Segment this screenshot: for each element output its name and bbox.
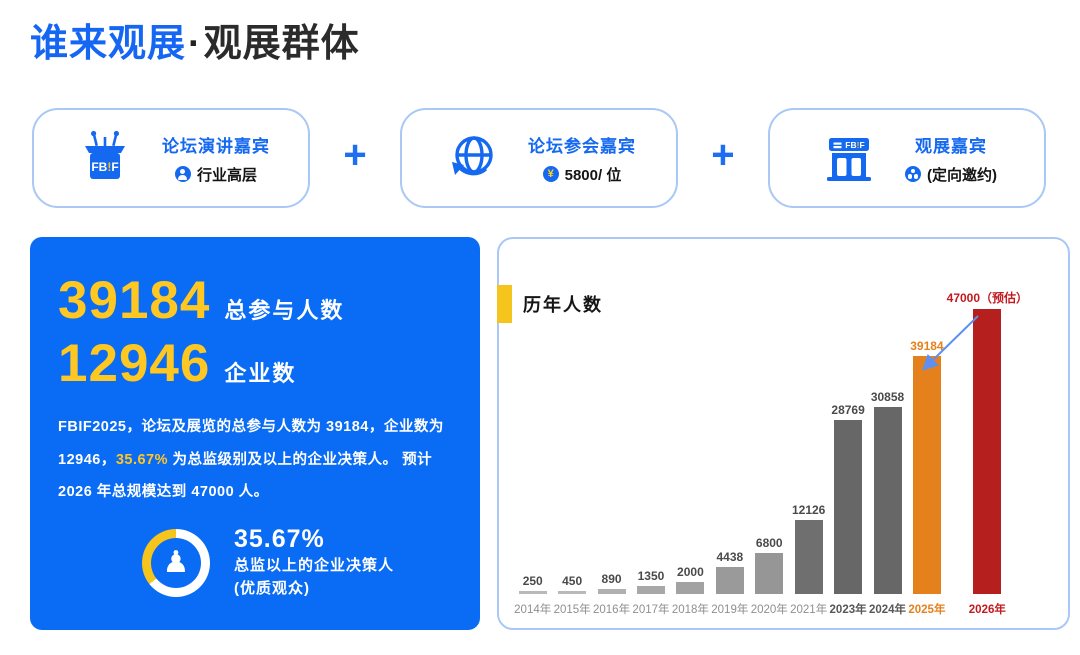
globe-arrow-icon (442, 127, 504, 189)
bar-value-label: 250 (522, 574, 543, 588)
bar-value-label: 12126 (791, 503, 826, 517)
card-title: 论坛演讲嘉宾 (162, 136, 270, 156)
company-count-label: 企业数 (224, 360, 297, 386)
donut-percent-label: 35.67% (234, 524, 325, 553)
bar-value-label: 1350 (637, 569, 665, 583)
card-subtitle: 5800/ 位 (564, 166, 622, 184)
year-label: 2025年 (908, 604, 946, 616)
bar-value-label: 6800 (755, 536, 783, 550)
podium-fbif-icon: FB!F (72, 125, 138, 191)
bar (518, 591, 547, 594)
chart-title: 历年人数 (523, 295, 603, 315)
bar-value-label: 450 (562, 574, 583, 588)
year-label: 2020年 (750, 604, 788, 616)
card-subtitle: 行业高层 (196, 166, 257, 184)
bar (973, 309, 1002, 594)
year-label: 2023年 (829, 604, 867, 616)
decision-maker-donut-chart: ♟ (142, 528, 210, 597)
page-title-rest: 观展群体 (203, 23, 360, 65)
bar (794, 520, 823, 594)
bar-value-label: 30858 (870, 390, 905, 404)
bar-value-label: 2000 (677, 565, 704, 579)
title-accent-bar (497, 285, 512, 323)
bar-column-2021: 12126 2021年 (789, 503, 828, 616)
year-label: 2024年 (868, 604, 907, 616)
attendance-chart-card: 历年人数 250 2014年 450 2015年 890 2016年 1350 2017年 20… (497, 237, 1070, 630)
year-label: 2016年 (593, 604, 631, 616)
year-label: 2017年 (632, 604, 670, 616)
bar-chart: 250 2014年 450 2015年 890 2016年 1350 2017年 2000 201… (513, 271, 1028, 616)
bar-column-2017: 1350 2017年 (631, 569, 670, 616)
stats-description: FBIF2025，论坛及展览的总参与人数为 39184，企业数为 12946，3… (58, 418, 444, 501)
bar (873, 407, 902, 594)
pawn-icon: ♟ (162, 544, 190, 580)
page-title-separator: · (188, 23, 202, 65)
bar-value-label: 28769 (831, 403, 865, 417)
card-forum-attendees: 论坛参会嘉宾 ¥ 5800/ 位 (399, 108, 678, 208)
bar-value-label: 890 (601, 572, 622, 586)
donut-caption-line2: (优质观众) (234, 580, 310, 597)
donut-caption-line1: 总监以上的企业决策人 (234, 556, 395, 574)
bar-column-2020: 6800 2020年 (750, 536, 789, 616)
plus-icon: + (343, 133, 367, 177)
company-count-value: 12946 (58, 333, 211, 393)
bar-value-label: 39184 (910, 339, 944, 353)
bar-column-2016: 890 2016年 (592, 572, 631, 616)
bar (912, 356, 941, 594)
bar (834, 420, 863, 594)
bar-column-2015: 450 2015年 (552, 574, 591, 616)
bar (558, 591, 587, 594)
bar-column-2014: 250 2014年 (513, 574, 552, 616)
audience-cards-row: FB!F 论坛演讲嘉宾 行业高层 + 论坛参会嘉宾 (32, 108, 1046, 208)
bar-column-2025: 39184 2025年 (907, 339, 946, 616)
year-label: 2021年 (790, 604, 828, 616)
group-badge-icon (904, 166, 921, 182)
bar-value-label: 47000（预估） (946, 291, 1029, 305)
year-label: 2019年 (711, 604, 749, 616)
bar (676, 582, 705, 594)
bar-column-2023: 28769 2023年 (828, 403, 867, 616)
total-participants-value: 39184 (58, 271, 211, 330)
year-label: 2014年 (514, 604, 552, 616)
page-title-highlight: 谁来观展 (30, 23, 187, 65)
page-title: 谁来观展·观展群体 (30, 12, 360, 67)
card-exhibition-guests: FB!F 观展嘉宾 (定向邀约) (767, 108, 1046, 208)
person-badge-icon (174, 166, 191, 182)
year-label: 2018年 (671, 604, 709, 616)
bar (636, 586, 665, 594)
total-participants-label: 总参与人数 (224, 298, 345, 323)
bar (597, 589, 626, 594)
stats-panel: 39184 总参与人数 12946 企业数 FBIF2025，论坛及展览的总参与… (30, 237, 480, 630)
bar-column-2024: 30858 2024年 (868, 390, 907, 616)
yen-badge-icon: ¥ (542, 166, 559, 182)
bar (755, 553, 784, 594)
bar-value-label: 4438 (716, 550, 744, 564)
card-subtitle: (定向邀约) (926, 166, 997, 184)
card-title: 观展嘉宾 (914, 136, 987, 156)
fbif-logo-text: FB!F (91, 160, 118, 174)
plus-icon: + (711, 133, 735, 177)
card-title: 论坛参会嘉宾 (527, 136, 636, 156)
bar-column-2026: 47000（预估） 2026年 (947, 289, 1028, 616)
bar-column-2019: 4438 2019年 (710, 550, 749, 616)
year-label: 2015年 (553, 604, 591, 616)
storefront-fbif-icon: FB!F (817, 126, 881, 190)
decision-maker-percent: 35.67% (115, 451, 169, 468)
bar (715, 567, 744, 594)
bar-column-2018: 2000 2018年 (671, 565, 710, 616)
year-label: 2026年 (968, 604, 1006, 616)
fbif-logo-text: FB!F (845, 140, 864, 150)
card-forum-speakers: FB!F 论坛演讲嘉宾 行业高层 (32, 108, 310, 208)
